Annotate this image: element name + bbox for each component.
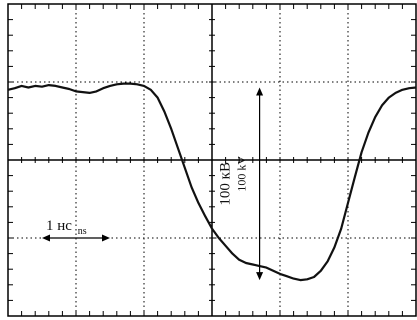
time-scale-subscript: ns <box>78 226 87 237</box>
amplitude-label-en: 100 kV <box>235 156 249 192</box>
waveform-trace <box>7 82 417 282</box>
amplitude-arrow-head-top <box>256 87 264 96</box>
time-scale-annotation: 1 нс ns <box>42 218 110 242</box>
amplitude-scale-annotation: 100 кВ 100 kV <box>218 87 264 281</box>
time-scale-text: 1 нс <box>46 218 72 234</box>
amplitude-label-ru: 100 кВ <box>218 162 234 206</box>
amplitude-arrow-head-bottom <box>256 272 264 281</box>
time-arrow-head-right <box>102 234 110 242</box>
time-arrow-head-left <box>42 234 50 242</box>
time-scale-label: 1 нс ns <box>46 218 87 237</box>
